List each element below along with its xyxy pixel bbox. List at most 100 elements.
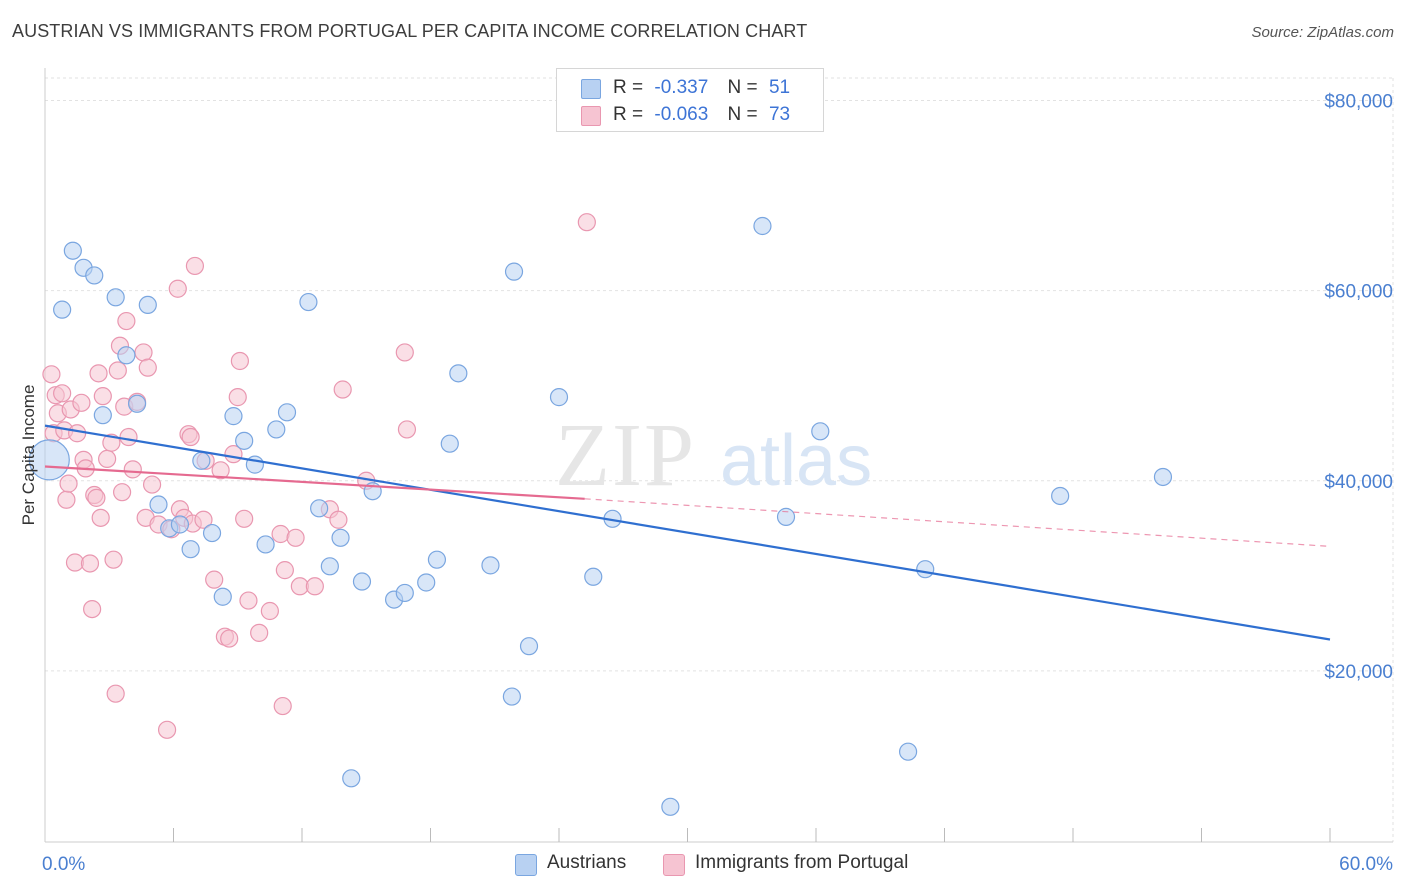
austrians-point [320,557,339,576]
portugal-point [271,524,290,544]
austrians-point-large [28,439,70,481]
portugal-point [397,420,417,439]
austrians-point [63,241,82,260]
portugal-point [91,508,110,527]
austrians-point [93,406,112,425]
austrians-point [352,572,372,591]
austrians-point [170,515,190,534]
austrians-point [53,300,72,319]
immigrants-points [42,213,596,739]
austrians-point [342,769,361,788]
r-label: R = [613,104,644,125]
austrians-point [85,266,104,285]
portugal-point [181,427,200,447]
austrians-point [395,583,414,603]
austrians-point [331,528,350,547]
portugal-point [205,570,224,589]
portugal-point [250,623,269,642]
austrians-point [202,523,222,543]
austrians-point [440,434,459,453]
austrians-point [106,288,125,307]
portugal-point [275,561,294,580]
austrians-point [1051,486,1070,506]
austrians-point [481,556,500,575]
austrians-point [519,637,539,656]
portugal-point [57,490,76,509]
portugal-point [93,387,112,406]
portugal-point [117,311,136,331]
portugal-point [104,550,123,569]
portugal-trend-line [44,465,585,500]
portugal-point [305,577,324,596]
austrians-point [138,295,157,315]
austrians-point [898,742,918,761]
austrians-point [299,292,318,312]
portugal-point [260,601,279,621]
portugal-point [80,554,100,573]
portugal-point [89,364,108,383]
austrians-point [117,346,136,365]
austrians-point [502,687,521,706]
austrians-point [277,403,297,422]
austrians-point [504,262,524,281]
austrians-point [661,797,680,816]
portugal-point [123,460,142,479]
austrians-point [235,431,254,450]
portugal-point [333,380,352,399]
portugal-point [220,629,239,648]
y-tick-label: $40,000 [1324,472,1393,493]
portugal-point [185,256,205,276]
portugal-point [168,279,187,298]
portugal-point [42,365,61,384]
austrians-point [811,422,830,441]
x-tick-labels: 0.0% 60.0% [42,854,1393,875]
austrians-point [753,216,772,236]
portugal-point [53,384,72,403]
y-tick-label: $60,000 [1324,282,1393,303]
trend-lines [44,424,1331,641]
n-label: N = [727,77,758,98]
portugal-point [142,475,162,494]
austrians-point [584,567,603,586]
austrians-legend-label: Austrians [547,852,627,873]
austrians-point [224,407,243,426]
x-tick-label-max: 60.0% [1339,854,1393,875]
y-tick-labels: $20,000 $40,000 $60,000 $80,000 [1324,92,1393,683]
austrians-n-value: 51 [768,77,791,98]
portugal-point [230,351,249,371]
portugal-point [395,343,414,362]
portugal-point [286,528,305,547]
portugal-point [83,599,102,619]
source-credit: Source: ZipAtlas.com [1251,24,1394,41]
austrians-point [256,535,275,554]
portugal-point [68,424,87,443]
austrians-point [549,388,569,407]
portugal-point [138,358,157,377]
portugal-point [228,388,247,407]
austrians-point [427,550,447,569]
portugal-point [59,474,78,493]
y-tick-label: $80,000 [1324,92,1393,113]
portugal-point [235,509,254,528]
portugal-point [112,483,132,502]
portugal-point [211,461,230,480]
portugal-point [108,361,127,380]
x-tick-label-min: 0.0% [42,854,85,875]
portugal-point [273,696,292,716]
austrians-point [776,507,796,526]
y-axis-label: Per Capita Income [19,385,38,526]
austrians-point [213,587,232,606]
portugal-point [577,213,596,232]
austrians-point [127,394,147,413]
portugal-point [106,684,125,703]
austrians-point [149,495,168,514]
austrians-point [310,499,329,518]
portugal-point [119,427,138,447]
watermark: ZIP [555,406,696,505]
portugal-point [157,720,177,739]
austrians-point [267,420,286,439]
portugal-point [134,343,153,362]
r-label: R = [613,77,644,98]
austrians-point [449,364,468,383]
